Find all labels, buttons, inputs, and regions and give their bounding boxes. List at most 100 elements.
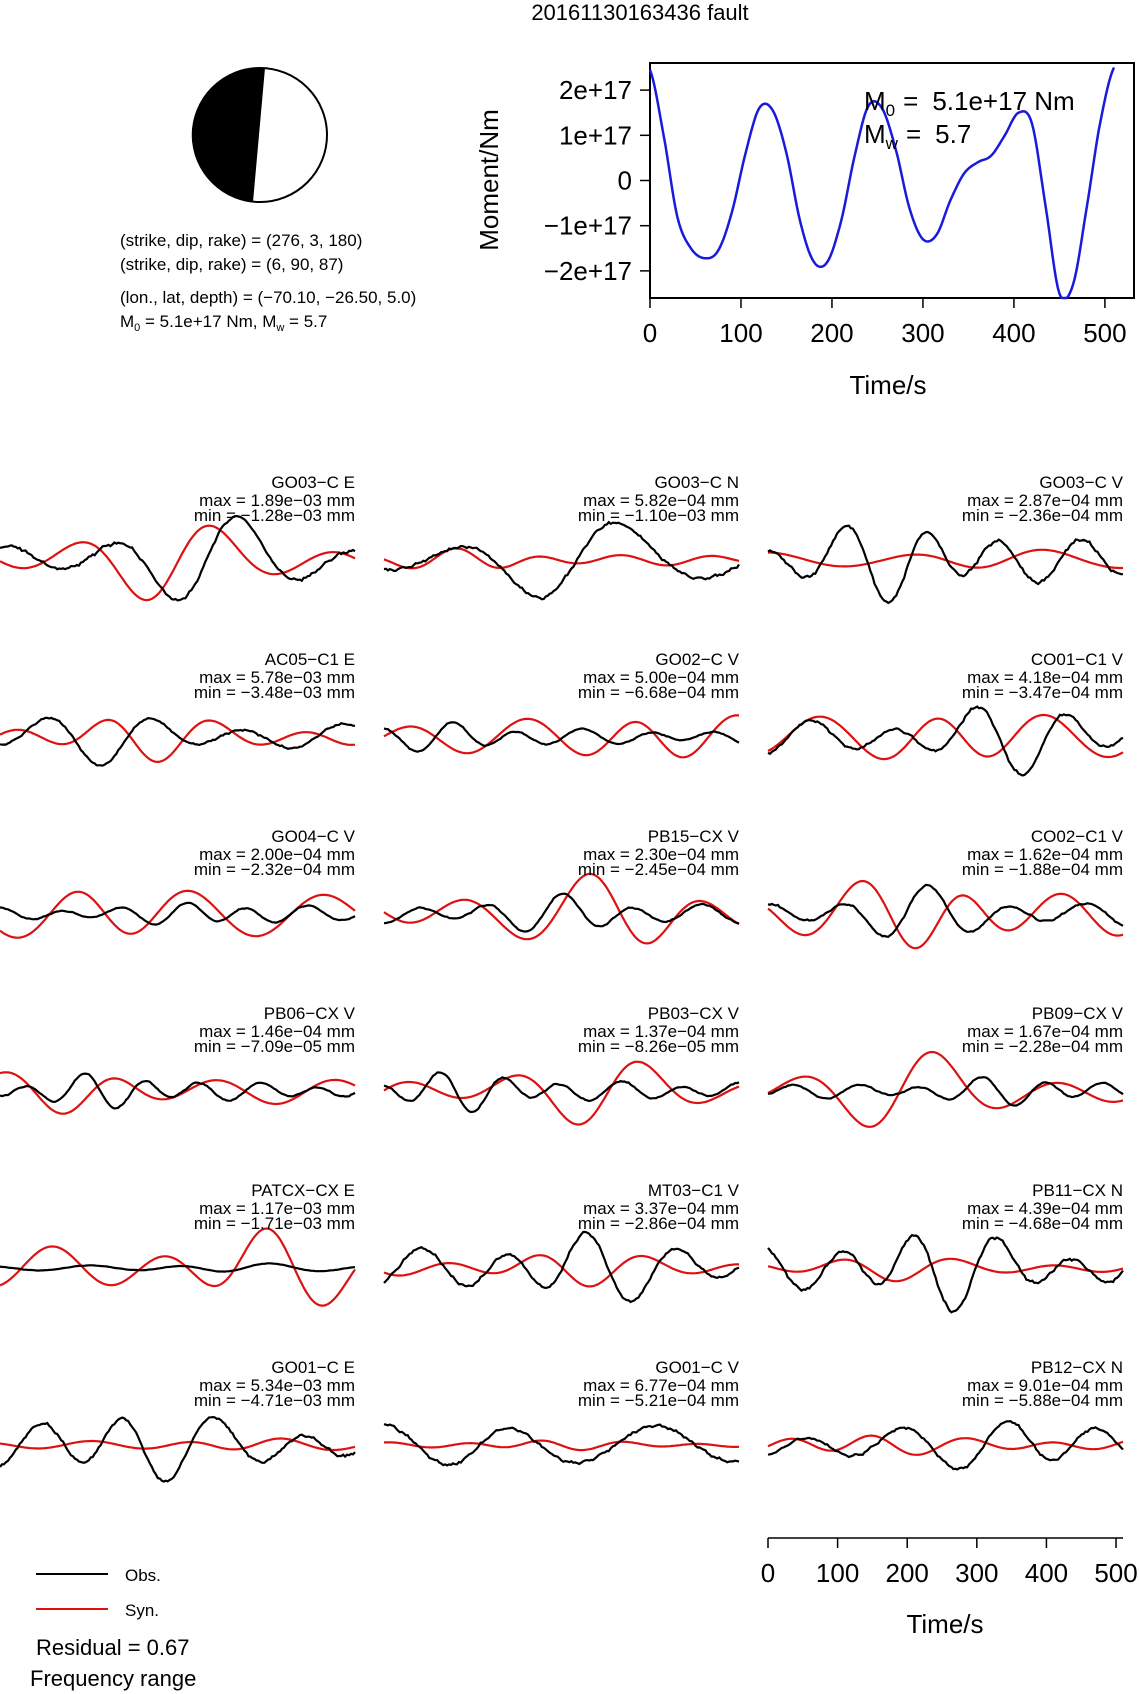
station-min: min = −2.86e−04 mm	[578, 1214, 739, 1233]
station-name: PB12−CX N	[1031, 1358, 1123, 1377]
synthetic-trace	[383, 872, 740, 945]
station-name: GO03−C N	[654, 473, 739, 492]
synthetic-trace	[0, 1437, 356, 1452]
station-name: GO01−C E	[271, 1358, 355, 1377]
focal-mechanism-beachball	[191, 67, 328, 203]
synthetic-trace	[767, 1050, 1124, 1128]
time-axis-tick-label: 300	[955, 1558, 998, 1588]
station-name: AC05−C1 E	[265, 650, 355, 669]
plane1-text: (strike, dip, rake) = (276, 3, 180)	[120, 231, 362, 250]
moment-x-label: Time/s	[849, 370, 926, 400]
observed-trace	[0, 514, 356, 602]
station-name: PATCX−CX E	[251, 1181, 355, 1200]
synthetic-trace	[383, 714, 740, 759]
observed-trace	[0, 1415, 356, 1483]
station-min: min = −1.71e−03 mm	[194, 1214, 355, 1233]
synthetic-trace	[0, 718, 356, 764]
station-min: min = −1.10e−03 mm	[578, 506, 739, 525]
moment-y-axis: 2e+17 1e+17 0 −1e+17 −2e+17	[544, 75, 651, 286]
moment-curve	[648, 67, 1116, 300]
moment-function-plot: 2e+17 1e+17 0 −1e+17 −2e+17 0 100 200 300 400 500…	[474, 62, 1135, 400]
moment-mw-annotation: Mw = 5.7	[864, 119, 971, 153]
synthetic-trace	[0, 1227, 356, 1307]
station-min: min = −1.88e−04 mm	[962, 860, 1123, 879]
synthetic-trace	[0, 524, 356, 602]
station-name: MT03−C1 V	[648, 1181, 740, 1200]
observed-trace	[383, 1423, 740, 1467]
station-max: max = 1.46e−04 mm	[199, 1022, 355, 1041]
time-axis-tick-label: 500	[1094, 1558, 1137, 1588]
station-min: min = −4.71e−03 mm	[194, 1391, 355, 1410]
observed-trace	[0, 1262, 356, 1273]
station-min: min = −2.36e−04 mm	[962, 506, 1123, 525]
station-min: min = −3.47e−04 mm	[962, 683, 1123, 702]
synthetic-trace	[0, 889, 356, 939]
station-max: max = 4.39e−04 mm	[967, 1199, 1123, 1218]
moment-y-tick-label: 2e+17	[559, 75, 632, 105]
legend-syn-label: Syn.	[125, 1601, 159, 1620]
moment-m0-annotation: M0 = 5.1e+17 Nm	[864, 86, 1075, 120]
moment-x-tick-label: 500	[1083, 318, 1126, 348]
waveform-x-label: Time/s	[906, 1609, 983, 1639]
station-min: min = −5.21e−04 mm	[578, 1391, 739, 1410]
station-min: min = −2.45e−04 mm	[578, 860, 739, 879]
station-max: max = 1.89e−03 mm	[199, 491, 355, 510]
synthetic-trace	[767, 1257, 1124, 1283]
station-min: min = −5.88e−04 mm	[962, 1391, 1123, 1410]
observed-trace	[767, 705, 1124, 777]
station-name: GO04−C V	[271, 827, 355, 846]
observed-trace	[383, 721, 740, 753]
station-max: max = 1.67e−04 mm	[967, 1022, 1123, 1041]
moment-y-tick-label: 0	[618, 166, 632, 196]
observed-trace	[767, 524, 1124, 605]
time-axis-tick-label: 200	[886, 1558, 929, 1588]
moment-x-tick-label: 400	[992, 318, 1035, 348]
location-text: (lon., lat, depth) = (−70.10, −26.50, 5.…	[120, 288, 416, 307]
station-name: PB03−CX V	[648, 1004, 740, 1023]
residual-text: Residual = 0.67	[36, 1635, 190, 1660]
station-min: min = −7.09e−05 mm	[194, 1037, 355, 1056]
legend-obs-label: Obs.	[125, 1566, 161, 1585]
station-name: CO02−C1 V	[1031, 827, 1124, 846]
station-min: min = −4.68e−04 mm	[962, 1214, 1123, 1233]
moment-x-tick-label: 300	[901, 318, 944, 348]
moment-y-label: Moment/Nm	[474, 109, 504, 251]
station-min: min = −2.32e−04 mm	[194, 860, 355, 879]
observed-trace	[383, 1230, 740, 1304]
observed-trace	[0, 901, 356, 926]
synthetic-trace	[767, 879, 1124, 950]
station-min: min = −8.26e−05 mm	[578, 1037, 739, 1056]
observed-trace	[767, 1419, 1124, 1471]
station-max: max = 5.34e−03 mm	[199, 1376, 355, 1395]
station-max: max = 9.01e−04 mm	[967, 1376, 1123, 1395]
station-name: PB06−CX V	[264, 1004, 356, 1023]
station-max: max = 5.78e−03 mm	[199, 668, 355, 687]
station-max: max = 2.00e−04 mm	[199, 845, 355, 864]
observed-trace	[767, 1233, 1124, 1314]
station-name: GO03−C E	[271, 473, 355, 492]
observed-trace	[0, 1072, 356, 1110]
synthetic-trace	[383, 1060, 740, 1126]
station-min: min = −6.68e−04 mm	[578, 683, 739, 702]
station-name: GO02−C V	[655, 650, 739, 669]
station-name: PB09−CX V	[1032, 1004, 1124, 1023]
time-axis-tick-label: 100	[816, 1558, 859, 1588]
observed-trace	[383, 892, 740, 933]
moment-x-tick-label: 100	[719, 318, 762, 348]
synthetic-trace	[767, 713, 1124, 761]
time-axis-tick-label: 400	[1025, 1558, 1068, 1588]
station-max: max = 2.87e−04 mm	[967, 491, 1123, 510]
waveform-time-axis: 0 100 200 300 400 500	[761, 1537, 1138, 1588]
